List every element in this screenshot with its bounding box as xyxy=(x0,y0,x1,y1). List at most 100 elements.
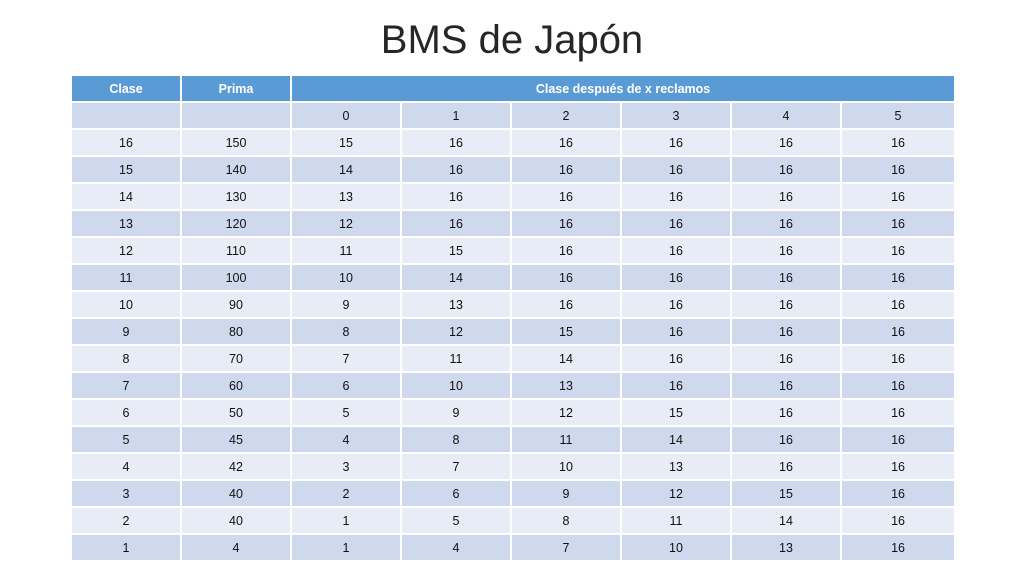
table-cell: 16 xyxy=(400,209,512,238)
table-cell: 5 xyxy=(70,425,182,454)
table-cell: 10 xyxy=(290,263,402,292)
table-row: 3 40 2 6 9 12 15 16 xyxy=(70,479,957,508)
table-cell: 16 xyxy=(730,155,842,184)
table-cell: 16 xyxy=(400,128,512,157)
table-cell: 6 xyxy=(70,398,182,427)
table-cell: 90 xyxy=(180,290,292,319)
table-cell: 9 xyxy=(290,290,402,319)
table-cell: 7 xyxy=(400,452,512,481)
table-cell: 16 xyxy=(730,317,842,346)
table-cell: 5 xyxy=(290,398,402,427)
table-row: 8 70 7 11 14 16 16 16 xyxy=(70,344,957,373)
table-cell: 16 xyxy=(620,155,732,184)
table-cell: 150 xyxy=(180,128,292,157)
table-cell: 16 xyxy=(730,371,842,400)
table-cell: 8 xyxy=(70,344,182,373)
table-cell: 16 xyxy=(730,452,842,481)
table-row: 15 140 14 16 16 16 16 16 xyxy=(70,155,957,184)
table-cell: 16 xyxy=(510,236,622,265)
table-cell: 50 xyxy=(180,398,292,427)
table-cell: 16 xyxy=(730,128,842,157)
table-cell: 130 xyxy=(180,182,292,211)
table-cell: 11 xyxy=(510,425,622,454)
table-cell: 0 xyxy=(290,101,402,130)
table-cell: 16 xyxy=(839,533,957,562)
table-cell: 140 xyxy=(180,155,292,184)
table-cell: 16 xyxy=(620,263,732,292)
table-cell: 15 xyxy=(70,155,182,184)
table-cell: 8 xyxy=(290,317,402,346)
table-cell: 13 xyxy=(290,182,402,211)
table-cell: 16 xyxy=(400,182,512,211)
table-cell xyxy=(180,101,292,130)
table-cell: 12 xyxy=(400,317,512,346)
table-cell: 110 xyxy=(180,236,292,265)
table-cell: 16 xyxy=(839,236,957,265)
table-cell: 16 xyxy=(730,236,842,265)
table-cell: 12 xyxy=(620,479,732,508)
table-cell: 13 xyxy=(620,452,732,481)
table-cell: 3 xyxy=(290,452,402,481)
table-cell: 16 xyxy=(839,290,957,319)
table-cell: 5 xyxy=(400,506,512,535)
table-cell: 14 xyxy=(730,506,842,535)
table-cell: 5 xyxy=(839,101,957,130)
table-row: 13 120 12 16 16 16 16 16 xyxy=(70,209,957,238)
table-cell: 16 xyxy=(400,155,512,184)
header-row: Clase Prima Clase después de x reclamos xyxy=(70,74,957,103)
table-cell: 12 xyxy=(70,236,182,265)
table-cell: 16 xyxy=(839,506,957,535)
table-cell: 15 xyxy=(620,398,732,427)
table-cell: 16 xyxy=(620,344,732,373)
table-cell: 16 xyxy=(839,371,957,400)
header-clase-despues: Clase después de x reclamos xyxy=(289,74,957,103)
table-cell: 16 xyxy=(510,290,622,319)
table-cell: 4 xyxy=(290,425,402,454)
table-cell: 14 xyxy=(510,344,622,373)
table-cell: 15 xyxy=(510,317,622,346)
table-row: 16 150 15 16 16 16 16 16 xyxy=(70,128,957,157)
table-cell: 14 xyxy=(400,263,512,292)
table-cell: 16 xyxy=(730,425,842,454)
table-cell: 16 xyxy=(620,317,732,346)
table-cell: 16 xyxy=(70,128,182,157)
table-cell: 11 xyxy=(70,263,182,292)
table-cell xyxy=(70,101,182,130)
table-cell: 70 xyxy=(180,344,292,373)
table-cell: 15 xyxy=(730,479,842,508)
table-cell: 14 xyxy=(620,425,732,454)
table-cell: 16 xyxy=(510,182,622,211)
table-cell: 12 xyxy=(510,398,622,427)
table-cell: 4 xyxy=(400,533,512,562)
table-cell: 7 xyxy=(290,344,402,373)
table-cell: 16 xyxy=(839,452,957,481)
table-cell: 10 xyxy=(620,533,732,562)
table-cell: 16 xyxy=(730,209,842,238)
table-row: 14 130 13 16 16 16 16 16 xyxy=(70,182,957,211)
table-row: 9 80 8 12 15 16 16 16 xyxy=(70,317,957,346)
table-cell: 6 xyxy=(290,371,402,400)
table-cell: 16 xyxy=(839,398,957,427)
table-cell: 11 xyxy=(620,506,732,535)
table-cell: 40 xyxy=(180,506,292,535)
table-cell: 14 xyxy=(70,182,182,211)
table-cell: 3 xyxy=(620,101,732,130)
table-cell: 16 xyxy=(510,155,622,184)
slide-title: BMS de Japón xyxy=(380,18,644,62)
table-cell: 16 xyxy=(839,344,957,373)
table-cell: 16 xyxy=(730,263,842,292)
table-cell: 16 xyxy=(730,398,842,427)
table-row: 11 100 10 14 16 16 16 16 xyxy=(70,263,957,292)
table-cell: 16 xyxy=(620,182,732,211)
table-cell: 6 xyxy=(400,479,512,508)
table-cell: 16 xyxy=(620,236,732,265)
table-cell: 4 xyxy=(70,452,182,481)
table-cell: 16 xyxy=(510,263,622,292)
table-row: 4 42 3 7 10 13 16 16 xyxy=(70,452,957,481)
table-cell: 1 xyxy=(290,506,402,535)
table-cell: 10 xyxy=(400,371,512,400)
table-cell: 2 xyxy=(70,506,182,535)
table-cell: 80 xyxy=(180,317,292,346)
table-cell: 16 xyxy=(839,182,957,211)
table-cell: 10 xyxy=(70,290,182,319)
